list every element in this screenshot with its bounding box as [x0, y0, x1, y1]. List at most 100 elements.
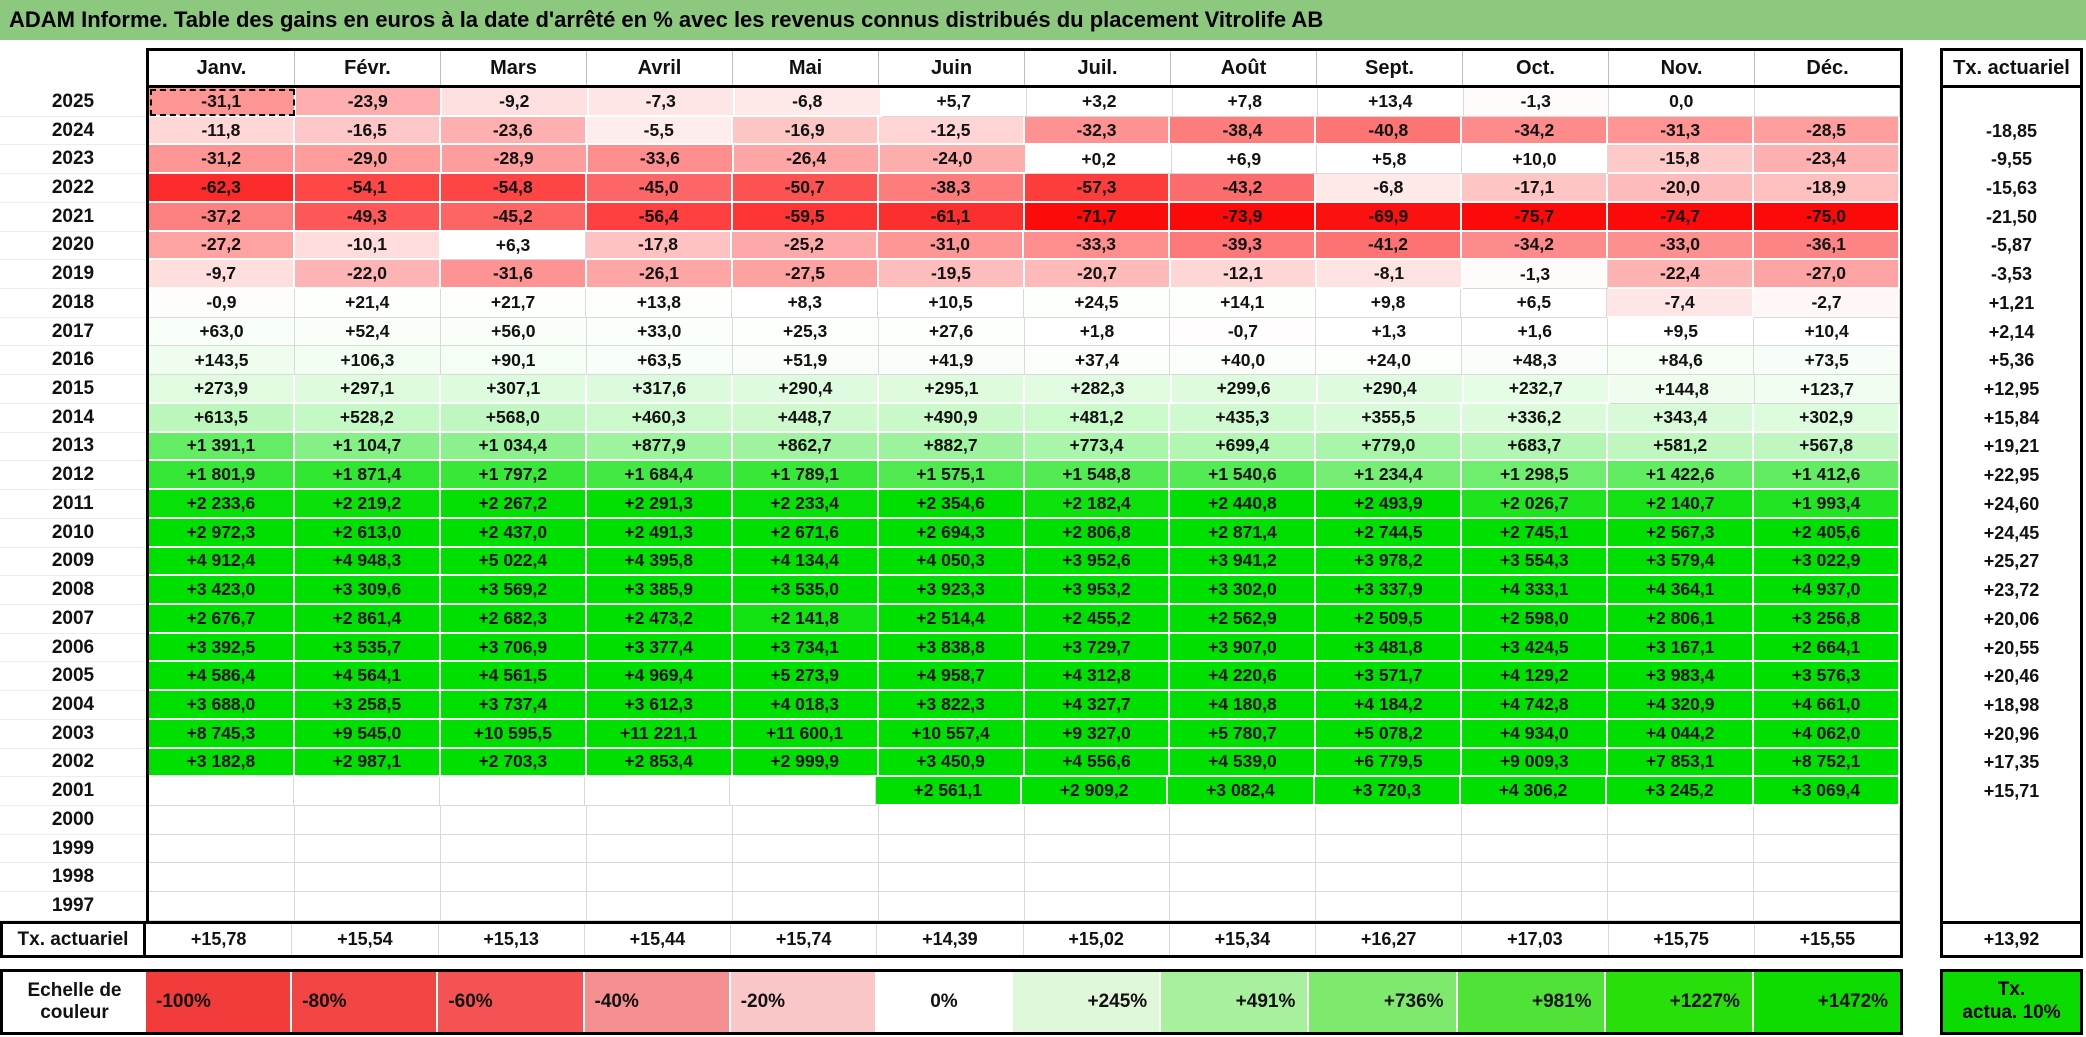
- gain-cell[interactable]: +8 752,1: [1754, 748, 1901, 778]
- tx-actuariel-value[interactable]: +2,14: [1988, 321, 2035, 342]
- tx-actuariel-value[interactable]: +5,36: [1988, 350, 2035, 371]
- gain-cell[interactable]: [294, 805, 441, 835]
- gain-cell[interactable]: [732, 863, 879, 893]
- gain-cell[interactable]: +4 661,0: [1754, 691, 1901, 720]
- gain-cell[interactable]: +4 062,0: [1754, 719, 1901, 749]
- gain-cell[interactable]: +2 267,2: [440, 490, 587, 519]
- gain-cell[interactable]: -59,5: [732, 202, 879, 232]
- legend-scale-cell[interactable]: -60%: [438, 972, 585, 1032]
- gain-cell[interactable]: +343,4: [1608, 403, 1755, 433]
- gain-cell[interactable]: [1170, 805, 1317, 835]
- gain-cell[interactable]: +3 535,0: [732, 576, 879, 605]
- legend-scale-cell[interactable]: +491%: [1161, 972, 1310, 1032]
- footer-tx-value[interactable]: +16,27: [1316, 924, 1463, 955]
- gain-cell[interactable]: -31,0: [878, 231, 1024, 261]
- footer-tx-value[interactable]: +15,78: [146, 924, 293, 955]
- tx-actuariel-value[interactable]: +20,06: [1983, 608, 2040, 629]
- gain-cell[interactable]: +4 333,1: [1462, 576, 1609, 605]
- gain-cell[interactable]: +40,0: [1170, 346, 1317, 376]
- gain-cell[interactable]: +5,8: [1317, 145, 1463, 175]
- gain-cell[interactable]: [1462, 834, 1609, 864]
- gain-cell[interactable]: -34,2: [1462, 231, 1608, 261]
- gain-cell[interactable]: +21,7: [440, 289, 587, 318]
- gain-cell[interactable]: +2 509,5: [1316, 604, 1463, 634]
- gain-cell[interactable]: -45,2: [440, 202, 587, 232]
- gain-cell[interactable]: +3 554,3: [1462, 547, 1609, 577]
- gain-cell[interactable]: +37,4: [1024, 346, 1171, 376]
- gain-cell[interactable]: +4 050,3: [878, 547, 1025, 577]
- gain-cell[interactable]: +4 564,1: [294, 662, 441, 692]
- footer-row-label[interactable]: Tx. actuariel: [3, 924, 146, 955]
- year-label[interactable]: 2022: [0, 174, 146, 203]
- gain-cell[interactable]: +41,9: [878, 346, 1025, 376]
- gain-cell[interactable]: +3 424,5: [1462, 633, 1609, 663]
- year-label[interactable]: 2008: [0, 576, 146, 605]
- gain-cell[interactable]: +11 600,1: [732, 719, 879, 749]
- gain-cell[interactable]: +1 412,6: [1754, 461, 1901, 491]
- gain-cell[interactable]: [1024, 892, 1171, 921]
- legend-scale-cell[interactable]: +245%: [1013, 972, 1162, 1032]
- gain-cell[interactable]: [294, 863, 441, 893]
- gain-cell[interactable]: +3 612,3: [586, 691, 733, 720]
- gain-cell[interactable]: +3 258,5: [294, 691, 441, 720]
- gain-cell[interactable]: [149, 777, 295, 806]
- gain-cell[interactable]: +4 044,2: [1608, 719, 1755, 749]
- gain-cell[interactable]: +2 671,6: [732, 518, 879, 548]
- year-label[interactable]: 2013: [0, 433, 146, 462]
- year-label[interactable]: 2001: [0, 777, 146, 806]
- gain-cell[interactable]: +3 923,3: [878, 576, 1025, 605]
- gain-cell[interactable]: +4 934,0: [1462, 719, 1609, 749]
- gain-cell[interactable]: [149, 863, 295, 893]
- gain-cell[interactable]: +10,5: [878, 289, 1024, 318]
- year-label[interactable]: 1998: [0, 863, 146, 893]
- gain-cell[interactable]: +8,3: [732, 289, 879, 318]
- tx-column-header-cell[interactable]: Tx. actuariel: [1940, 48, 2083, 88]
- gain-cell[interactable]: +567,8: [1754, 432, 1901, 462]
- gain-cell[interactable]: [149, 805, 295, 835]
- gain-cell[interactable]: +24,5: [1023, 289, 1170, 318]
- gain-cell[interactable]: +6,3: [441, 231, 586, 261]
- year-label[interactable]: 1999: [0, 835, 146, 864]
- gain-cell[interactable]: +56,0: [440, 317, 587, 347]
- gain-cell[interactable]: +2 026,7: [1462, 490, 1609, 519]
- gain-cell[interactable]: +3 385,9: [586, 576, 733, 605]
- gain-cell[interactable]: [732, 805, 879, 835]
- gain-cell[interactable]: +302,9: [1754, 403, 1901, 433]
- gain-cell[interactable]: +1 104,7: [294, 432, 441, 462]
- gain-cell[interactable]: -1,3: [1463, 88, 1609, 117]
- legend-scale-cell[interactable]: 0%: [876, 972, 1014, 1032]
- gain-cell[interactable]: [1316, 863, 1463, 893]
- gain-cell[interactable]: [1170, 892, 1317, 921]
- gain-cell[interactable]: [294, 777, 440, 806]
- gain-cell[interactable]: +3 838,8: [878, 633, 1025, 663]
- legend-scale-cell[interactable]: +736%: [1309, 972, 1458, 1032]
- gain-cell[interactable]: +2 999,9: [732, 748, 879, 778]
- gain-cell[interactable]: +3 941,2: [1170, 547, 1317, 577]
- gain-cell[interactable]: +4 539,0: [1170, 748, 1317, 778]
- gain-cell[interactable]: +3 706,9: [440, 633, 587, 663]
- gain-cell[interactable]: [149, 834, 295, 864]
- gain-cell[interactable]: [1608, 834, 1755, 864]
- year-label[interactable]: 2011: [0, 490, 146, 519]
- tx-actuariel-value[interactable]: +12,95: [1983, 379, 2040, 400]
- gain-cell[interactable]: +862,7: [732, 432, 879, 462]
- legend-scale-cell[interactable]: -80%: [292, 972, 439, 1032]
- gain-cell[interactable]: +4 561,5: [440, 662, 587, 692]
- gain-cell[interactable]: +295,1: [879, 375, 1026, 404]
- gain-cell[interactable]: [1608, 892, 1755, 921]
- gain-cell[interactable]: +528,2: [294, 403, 441, 433]
- gain-cell[interactable]: -49,3: [294, 202, 441, 232]
- column-header[interactable]: Sept.: [1317, 51, 1463, 85]
- column-header[interactable]: Juil.: [1025, 51, 1171, 85]
- tx-actuariel-value[interactable]: [1943, 88, 2080, 117]
- gain-cell[interactable]: +3 983,4: [1608, 662, 1755, 692]
- gain-cell[interactable]: +448,7: [732, 403, 879, 433]
- gain-cell[interactable]: +4 327,7: [1024, 691, 1171, 720]
- gain-cell[interactable]: +3 245,2: [1607, 777, 1754, 806]
- tx-actuariel-value[interactable]: +17,35: [1983, 752, 2040, 773]
- gain-cell[interactable]: +2 853,4: [586, 748, 733, 778]
- gain-cell[interactable]: +273,9: [149, 375, 296, 404]
- gain-cell[interactable]: [1754, 834, 1901, 864]
- gain-cell[interactable]: +3 569,2: [440, 576, 587, 605]
- gain-cell[interactable]: [878, 863, 1025, 893]
